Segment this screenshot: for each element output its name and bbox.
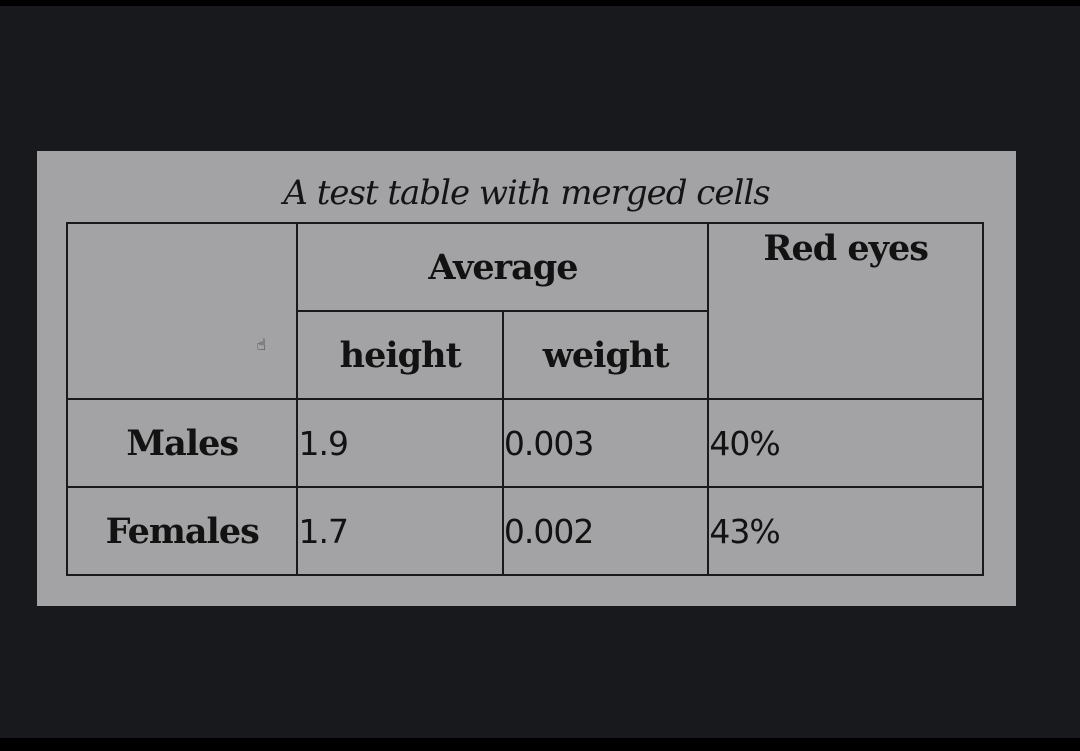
cell-males-red-eyes: 40% <box>707 398 984 488</box>
content-panel: A test table with merged cells ☝ Average… <box>37 151 1016 606</box>
cell-females-height: 1.7 <box>296 486 504 576</box>
header-row-top: ☝ Average Red eyes <box>65 222 984 400</box>
height-header: height <box>296 310 504 400</box>
average-header: Average <box>296 222 710 312</box>
table-row: Males 1.9 0.003 40% <box>65 398 984 488</box>
header-row-sub: height weight <box>67 310 983 400</box>
screen-background: A test table with merged cells ☝ Average… <box>0 6 1080 738</box>
hand-pointer-icon: ☝ <box>256 335 267 354</box>
red-eyes-header: Red eyes <box>707 222 984 400</box>
cell-males-height: 1.9 <box>296 398 504 488</box>
cell-males-weight: 0.003 <box>501 398 710 488</box>
cell-females-weight: 0.002 <box>501 486 710 576</box>
weight-header: weight <box>501 310 710 400</box>
row-header-females: Females <box>65 486 299 576</box>
row-header-males: Males <box>65 398 299 488</box>
table-caption: A test table with merged cells <box>283 173 770 213</box>
corner-cell: ☝ <box>65 222 299 400</box>
data-table: ☝ Average Red eyes height weight Males 1… <box>65 222 984 576</box>
table-row: Females 1.7 0.002 43% <box>65 486 984 576</box>
cell-females-red-eyes: 43% <box>707 486 984 576</box>
